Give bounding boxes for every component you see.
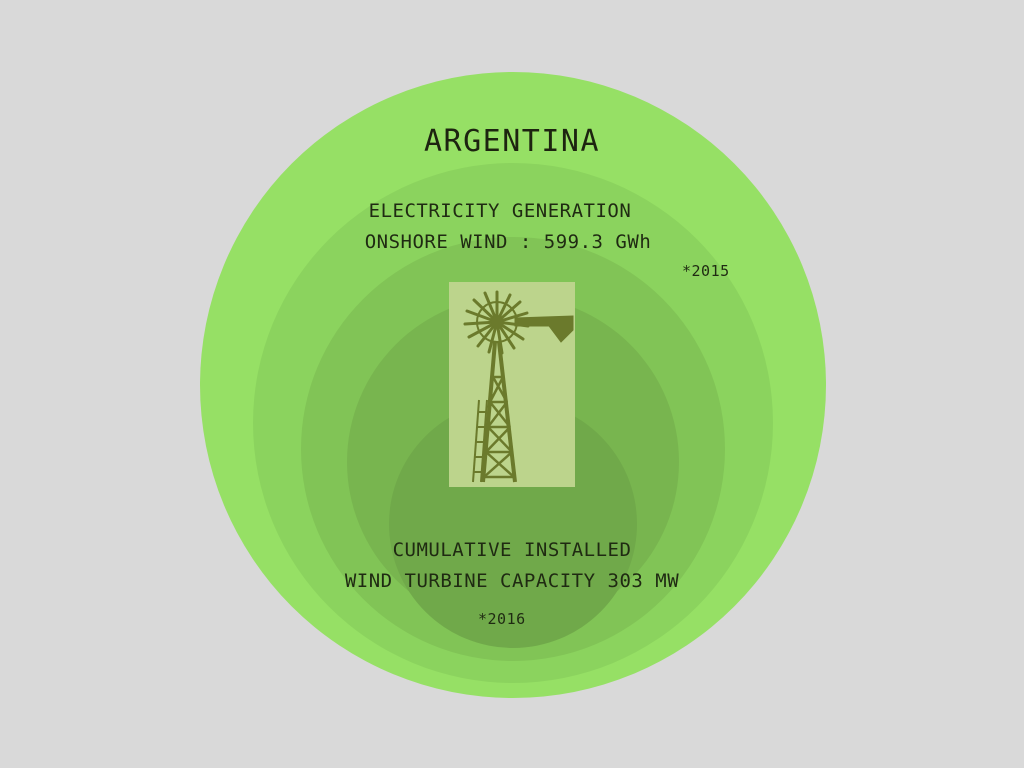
electricity-generation-label: ELECTRICITY GENERATION (368, 200, 632, 222)
electricity-year-note: *2015 (682, 262, 730, 280)
onshore-wind-value: ONSHORE WIND : 599.3 GWh (364, 231, 652, 253)
windmill-panel (449, 282, 575, 487)
turbine-capacity-value: WIND TURBINE CAPACITY 303 MW (344, 570, 680, 592)
capacity-year-note: *2016 (478, 610, 526, 628)
country-title: ARGENTINA (423, 124, 601, 159)
cumulative-installed-label: CUMULATIVE INSTALLED (392, 539, 632, 561)
windmill-icon (463, 290, 574, 483)
